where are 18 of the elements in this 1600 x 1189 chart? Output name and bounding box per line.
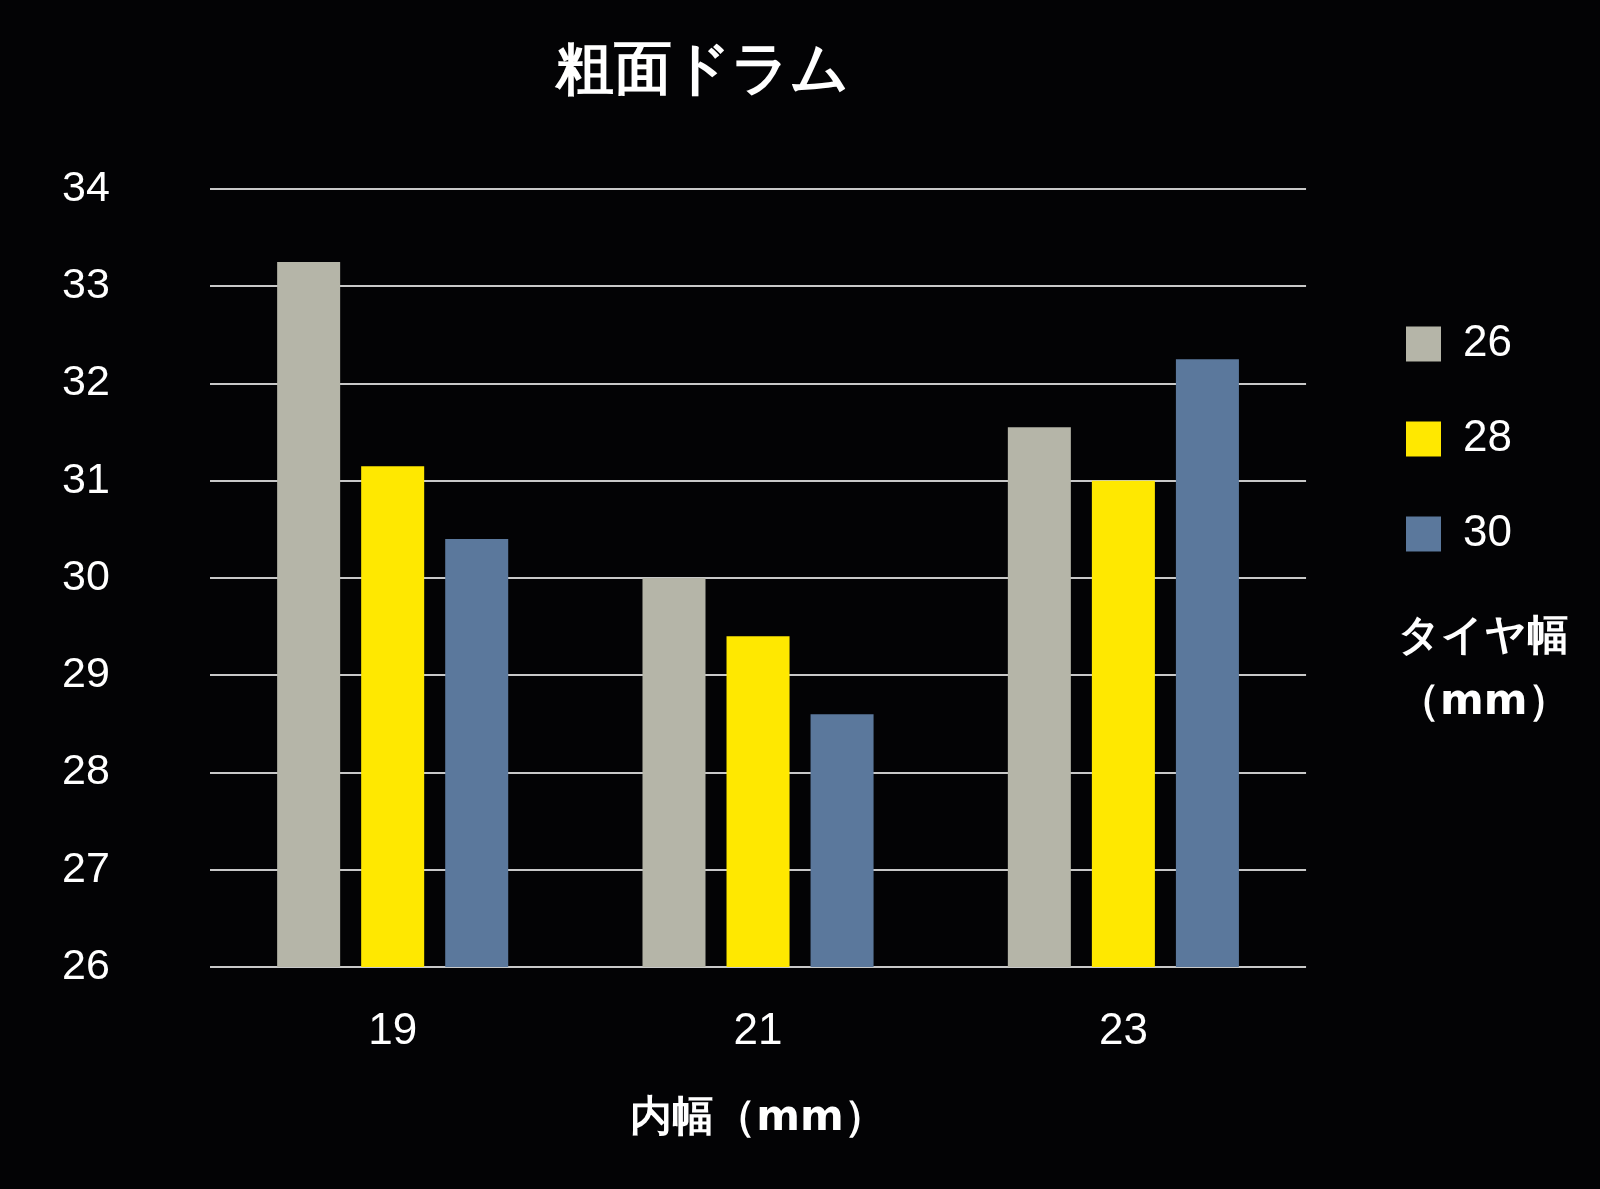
- legend-label: 30: [1463, 506, 1512, 556]
- legend-label: 28: [1463, 411, 1512, 461]
- y-tick-label: 26: [62, 939, 110, 988]
- y-tick-label: 29: [62, 648, 110, 697]
- chart-title: 粗面ドラム: [554, 33, 850, 104]
- x-tick-label: 19: [368, 1003, 418, 1053]
- y-tick-label: 32: [62, 356, 110, 405]
- y-tick-label: 30: [62, 550, 110, 599]
- y-tick-label: 28: [62, 745, 110, 794]
- y-tick-label: 33: [62, 259, 110, 308]
- legend-title: タイヤ幅（mm）: [1398, 609, 1571, 726]
- y-tick-label: 27: [62, 842, 110, 891]
- x-tick-label: 23: [1098, 1003, 1148, 1053]
- y-tick-label: 34: [62, 161, 110, 210]
- x-axis-title: 内幅（mm）: [630, 1090, 886, 1140]
- y-tick-label: 31: [62, 453, 110, 502]
- x-tick-label: 21: [733, 1003, 783, 1053]
- legend-label: 26: [1463, 316, 1512, 366]
